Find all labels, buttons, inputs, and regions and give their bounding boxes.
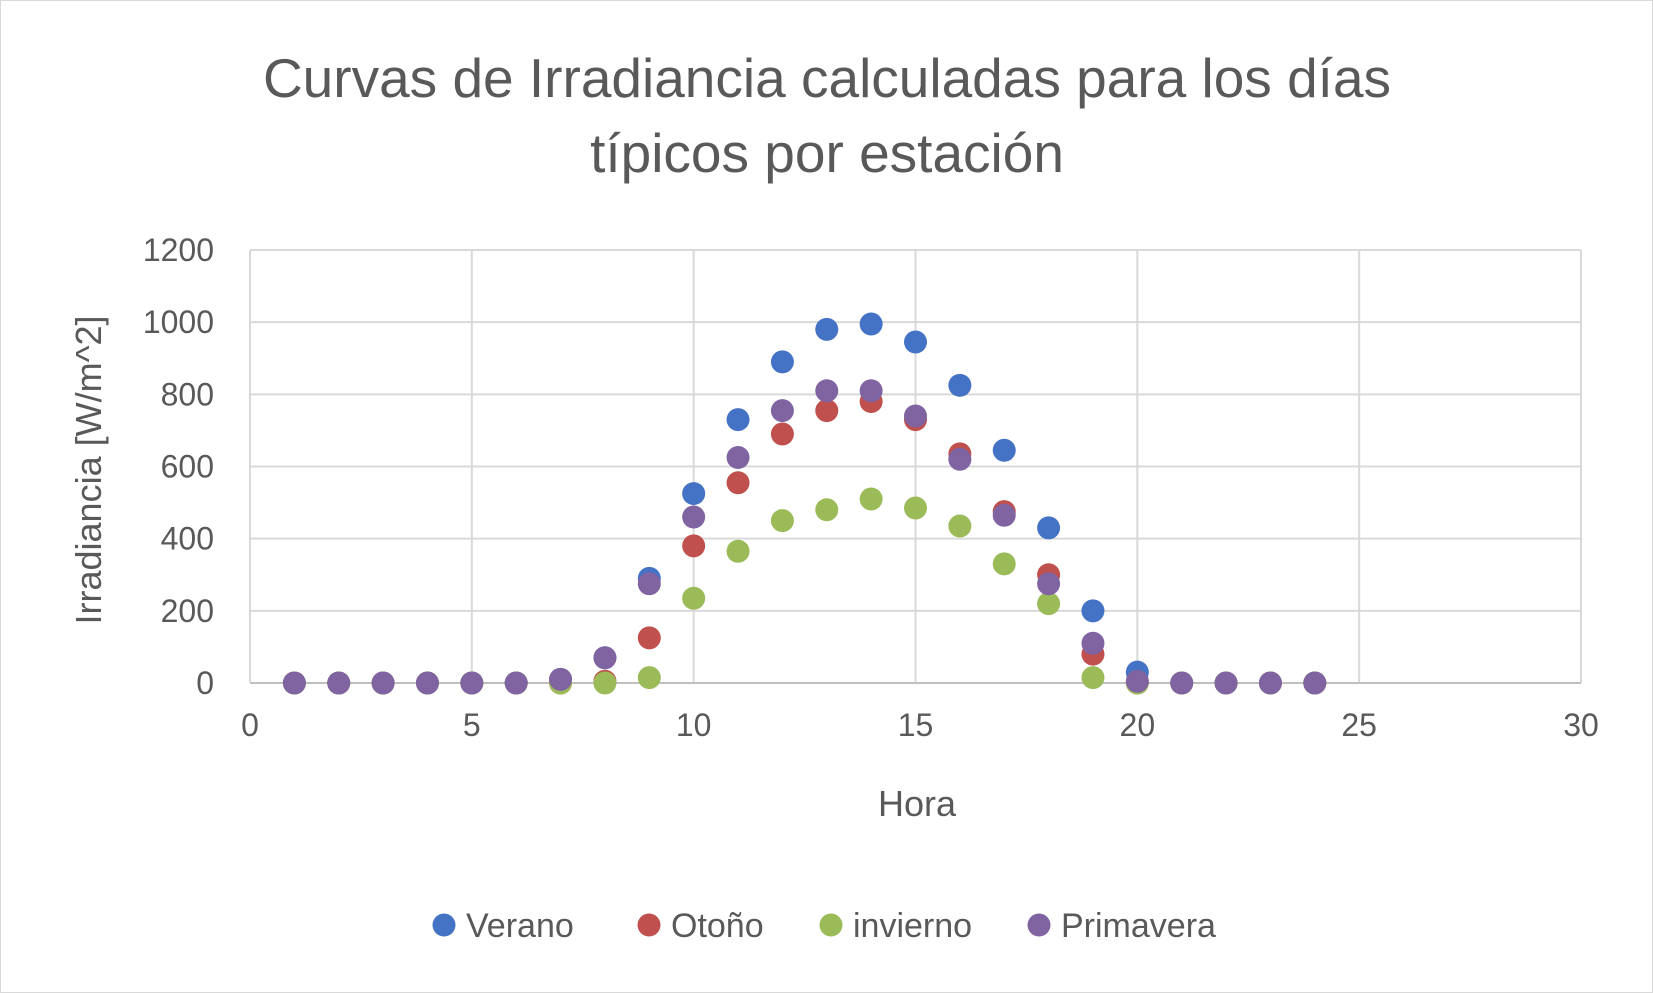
- data-point-primavera: [770, 399, 794, 423]
- x-tick-label: 25: [1341, 707, 1377, 743]
- data-point-primavera: [904, 404, 927, 428]
- data-point-invierno: [948, 514, 972, 538]
- x-tick-label: 30: [1563, 707, 1599, 743]
- data-point-otono: [815, 399, 839, 423]
- y-axis-title: Irradiancia [W/m^2]: [68, 316, 109, 625]
- data-point-primavera: [726, 445, 750, 469]
- data-point-verano: [682, 482, 706, 506]
- data-point-primavera: [1037, 572, 1061, 596]
- data-point-primavera: [859, 379, 883, 403]
- data-point-primavera: [460, 671, 484, 695]
- legend: Verano Otoño invierno Primavera: [432, 907, 1216, 945]
- data-point-primavera: [549, 667, 573, 691]
- legend-marker: [819, 913, 843, 937]
- legend-marker: [637, 913, 661, 937]
- data-point-primavera: [504, 671, 528, 695]
- x-tick-label: 20: [1120, 707, 1156, 743]
- data-point-otono: [682, 534, 706, 558]
- data-point-verano: [948, 373, 972, 397]
- series-otono: [282, 390, 1327, 695]
- legend-label: Primavera: [1061, 907, 1216, 945]
- data-point-otono: [770, 422, 794, 446]
- legend-item-primavera: Primavera: [1027, 907, 1216, 945]
- series-invierno: [282, 487, 1327, 695]
- data-point-primavera: [992, 503, 1016, 527]
- data-point-verano: [859, 312, 883, 336]
- data-point-primavera: [682, 505, 706, 529]
- chart-title-line-2: típicos por estación: [590, 122, 1064, 184]
- data-point-primavera: [1170, 671, 1194, 695]
- data-point-primavera: [1303, 671, 1327, 695]
- legend-item-otono: Otoño: [637, 907, 764, 945]
- data-point-verano: [770, 350, 794, 374]
- tick-labels: 0 200 400 600 800 1000 1200 0 5 10 15 20 25 30: [143, 232, 1599, 743]
- x-tick-label: 0: [241, 707, 259, 743]
- data-point-invierno: [726, 539, 750, 563]
- data-point-invierno: [770, 509, 794, 533]
- data-point-invierno: [1037, 592, 1061, 616]
- x-axis-title: Hora: [878, 783, 957, 824]
- series-verano: [282, 312, 1327, 695]
- data-point-invierno: [1081, 666, 1105, 690]
- legend-label: Otoño: [671, 907, 764, 945]
- legend-marker: [1027, 913, 1051, 937]
- data-point-invierno: [815, 498, 839, 522]
- legend-marker: [432, 913, 456, 937]
- x-tick-label: 10: [676, 707, 712, 743]
- data-point-invierno: [904, 496, 927, 520]
- data-point-primavera: [327, 671, 351, 695]
- y-tick-label: 800: [161, 376, 214, 412]
- y-tick-label: 200: [161, 593, 214, 629]
- data-point-verano: [904, 330, 927, 354]
- gridlines: [250, 249, 1582, 683]
- y-tick-label: 1000: [143, 304, 214, 340]
- y-tick-label: 400: [161, 521, 214, 557]
- data-point-primavera: [371, 671, 395, 695]
- data-point-otono: [637, 626, 661, 650]
- data-point-primavera: [637, 572, 661, 596]
- x-tick-label: 15: [898, 707, 934, 743]
- data-point-invierno: [593, 671, 617, 695]
- data-point-primavera: [948, 447, 972, 471]
- data-point-otono: [726, 471, 750, 495]
- data-point-invierno: [992, 552, 1016, 576]
- data-point-invierno: [682, 586, 706, 610]
- data-point-primavera: [593, 646, 617, 670]
- data-point-primavera: [1125, 669, 1149, 693]
- data-point-invierno: [859, 487, 883, 511]
- legend-item-verano: Verano: [432, 907, 574, 945]
- y-tick-label: 0: [196, 665, 214, 701]
- legend-label: Verano: [466, 907, 574, 945]
- legend-item-invierno: invierno: [819, 907, 972, 945]
- data-point-primavera: [1258, 671, 1282, 695]
- data-point-verano: [815, 317, 839, 341]
- data-point-verano: [726, 408, 750, 432]
- series-primavera: [282, 379, 1327, 695]
- data-point-primavera: [282, 671, 306, 695]
- data-point-primavera: [415, 671, 439, 695]
- x-tick-label: 5: [463, 707, 481, 743]
- data-point-verano: [1037, 516, 1061, 540]
- data-point-verano: [992, 438, 1016, 462]
- data-points: [282, 312, 1327, 695]
- data-point-verano: [1081, 599, 1105, 623]
- data-point-invierno: [637, 666, 661, 690]
- chart-title-line-1: Curvas de Irradiancia calculadas para lo…: [263, 47, 1391, 109]
- data-point-primavera: [1081, 631, 1105, 655]
- y-tick-label: 600: [161, 449, 214, 485]
- y-tick-label: 1200: [143, 232, 214, 268]
- legend-label: invierno: [853, 907, 972, 945]
- data-point-primavera: [1214, 671, 1238, 695]
- data-point-primavera: [815, 379, 839, 403]
